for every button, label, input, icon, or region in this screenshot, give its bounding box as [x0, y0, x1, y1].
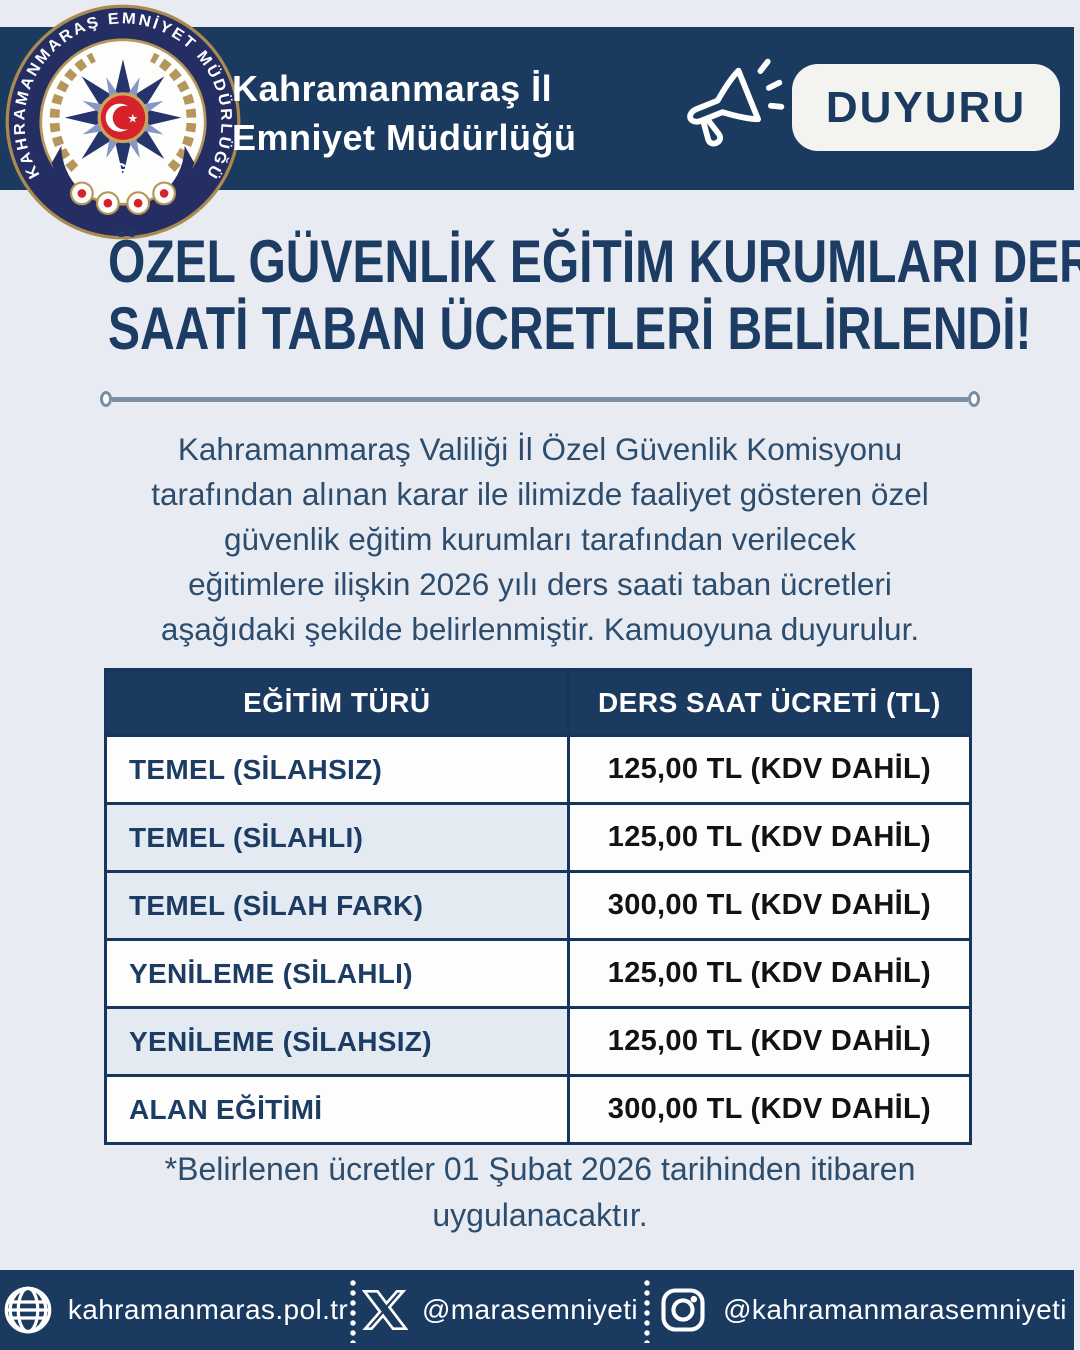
lesson-price: 300,00 TL (KDV DAHİL): [566, 870, 973, 941]
table-header-row: EĞİTİM TÜRÜ DERS SAAT ÜCRETİ (TL): [104, 668, 973, 737]
megaphone-icon: [687, 58, 785, 147]
education-type: TEMEL (SİLAH FARK): [104, 870, 570, 941]
footer-x-account[interactable]: @marasemniyeti: [356, 1270, 644, 1350]
page-title-line2: SAATİ TABAN ÜCRETLERİ BELİRLENDİ!: [108, 295, 1032, 362]
footer-instagram-account[interactable]: @kahramanmarasemniyeti: [650, 1270, 1074, 1350]
intro-line: Kahramanmaraş Valiliği İl Özel Güvenlik …: [177, 431, 903, 467]
table-row: TEMEL (SİLAH FARK) 300,00 TL (KDV DAHİL): [104, 870, 973, 941]
column-header-ders-saat-ucreti: DERS SAAT ÜCRETİ (TL): [566, 668, 973, 737]
table-row: TEMEL (SİLAHLI) 125,00 TL (KDV DAHİL): [104, 802, 973, 873]
table-row: YENİLEME (SİLAHLI) 125,00 TL (KDV DAHİL): [104, 938, 973, 1009]
website-label: kahramanmaras.pol.tr: [67, 1294, 349, 1325]
org-name-line2: Emniyet Müdürlüğü: [232, 117, 577, 158]
org-name: Kahramanmaraş İl Emniyet Müdürlüğü: [232, 64, 577, 162]
lesson-price: 125,00 TL (KDV DAHİL): [566, 802, 973, 873]
table-row: TEMEL (SİLAHSIZ) 125,00 TL (KDV DAHİL): [104, 734, 973, 805]
lesson-price: 125,00 TL (KDV DAHİL): [566, 1006, 973, 1077]
education-type: TEMEL (SİLAHSIZ): [104, 734, 570, 805]
education-type: ALAN EĞİTİMİ: [104, 1074, 570, 1145]
crest-star-glyph: ★: [127, 112, 138, 126]
footer-divider-dots: [350, 1277, 356, 1343]
intro-line: güvenlik eğitim kurumları tarafından ver…: [223, 521, 857, 557]
crest-banner-text: EGM: [97, 159, 149, 180]
table-row: YENİLEME (SİLAHSIZ) 125,00 TL (KDV DAHİL…: [104, 1006, 973, 1077]
org-name-line1: Kahramanmaraş İl: [232, 68, 553, 109]
x-logo-icon: [361, 1289, 408, 1331]
education-type: YENİLEME (SİLAHLI): [104, 938, 570, 1009]
lesson-price: 300,00 TL (KDV DAHİL): [566, 1074, 973, 1145]
x-handle-label: @marasemniyeti: [421, 1294, 639, 1325]
page-title: ÖZEL GÜVENLİK EĞİTİM KURUMLARI DERS SAAT…: [0, 228, 1080, 362]
divider-end-dot-left: [100, 391, 112, 407]
ornamental-divider: [100, 391, 980, 407]
footnote-line2: uygulanacaktır.: [432, 1197, 648, 1233]
footer-divider-dots: [644, 1277, 650, 1343]
duyuru-badge: DUYURU: [792, 64, 1060, 151]
page-title-line1: ÖZEL GÜVENLİK EĞİTİM KURUMLARI DERS: [108, 228, 1080, 295]
lesson-price: 125,00 TL (KDV DAHİL): [566, 734, 973, 805]
intro-line: eğitimlere ilişkin 2026 yılı ders saati …: [188, 566, 892, 602]
globe-icon: [4, 1286, 52, 1334]
intro-line: tarafından alınan karar ile ilimizde faa…: [151, 476, 929, 512]
duyuru-badge-label: DUYURU: [825, 82, 1027, 132]
footnote-line1: *Belirlenen ücretler 01 Şubat 2026 tarih…: [164, 1151, 916, 1187]
education-type: TEMEL (SİLAHLI): [104, 802, 570, 873]
intro-line: aşağıdaki şekilde belirlenmiştir. Kamuoy…: [160, 611, 920, 647]
crest-crescent-cut: [112, 105, 137, 130]
intro-paragraph: Kahramanmaraş Valiliği İl Özel Güvenlik …: [0, 427, 1080, 652]
footnote: *Belirlenen ücretler 01 Şubat 2026 tarih…: [0, 1146, 1080, 1238]
laurel-right: [150, 52, 197, 172]
column-header-egitim-turu: EĞİTİM TÜRÜ: [104, 668, 570, 737]
instagram-icon: [661, 1288, 705, 1332]
footer-website[interactable]: kahramanmaras.pol.tr: [0, 1270, 350, 1350]
crest-small-badges: [69, 181, 177, 216]
price-table: EĞİTİM TÜRÜ DERS SAAT ÜCRETİ (TL) TEMEL …: [104, 668, 973, 1145]
lesson-price: 125,00 TL (KDV DAHİL): [566, 938, 973, 1009]
footer-bar: kahramanmaras.pol.tr @marasemniyeti @kah…: [0, 1270, 1074, 1350]
laurel-left: [49, 52, 96, 172]
divider-end-dot-right: [968, 391, 980, 407]
divider-line: [112, 396, 968, 402]
table-row: ALAN EĞİTİMİ 300,00 TL (KDV DAHİL): [104, 1074, 973, 1145]
police-crest-logo: KAHRAMANMARAŞ EMNİYET MÜDÜRLÜĞÜ ★ EGM: [5, 4, 241, 240]
education-type: YENİLEME (SİLAHSIZ): [104, 1006, 570, 1077]
instagram-handle-label: @kahramanmarasemniyeti: [723, 1294, 1067, 1325]
